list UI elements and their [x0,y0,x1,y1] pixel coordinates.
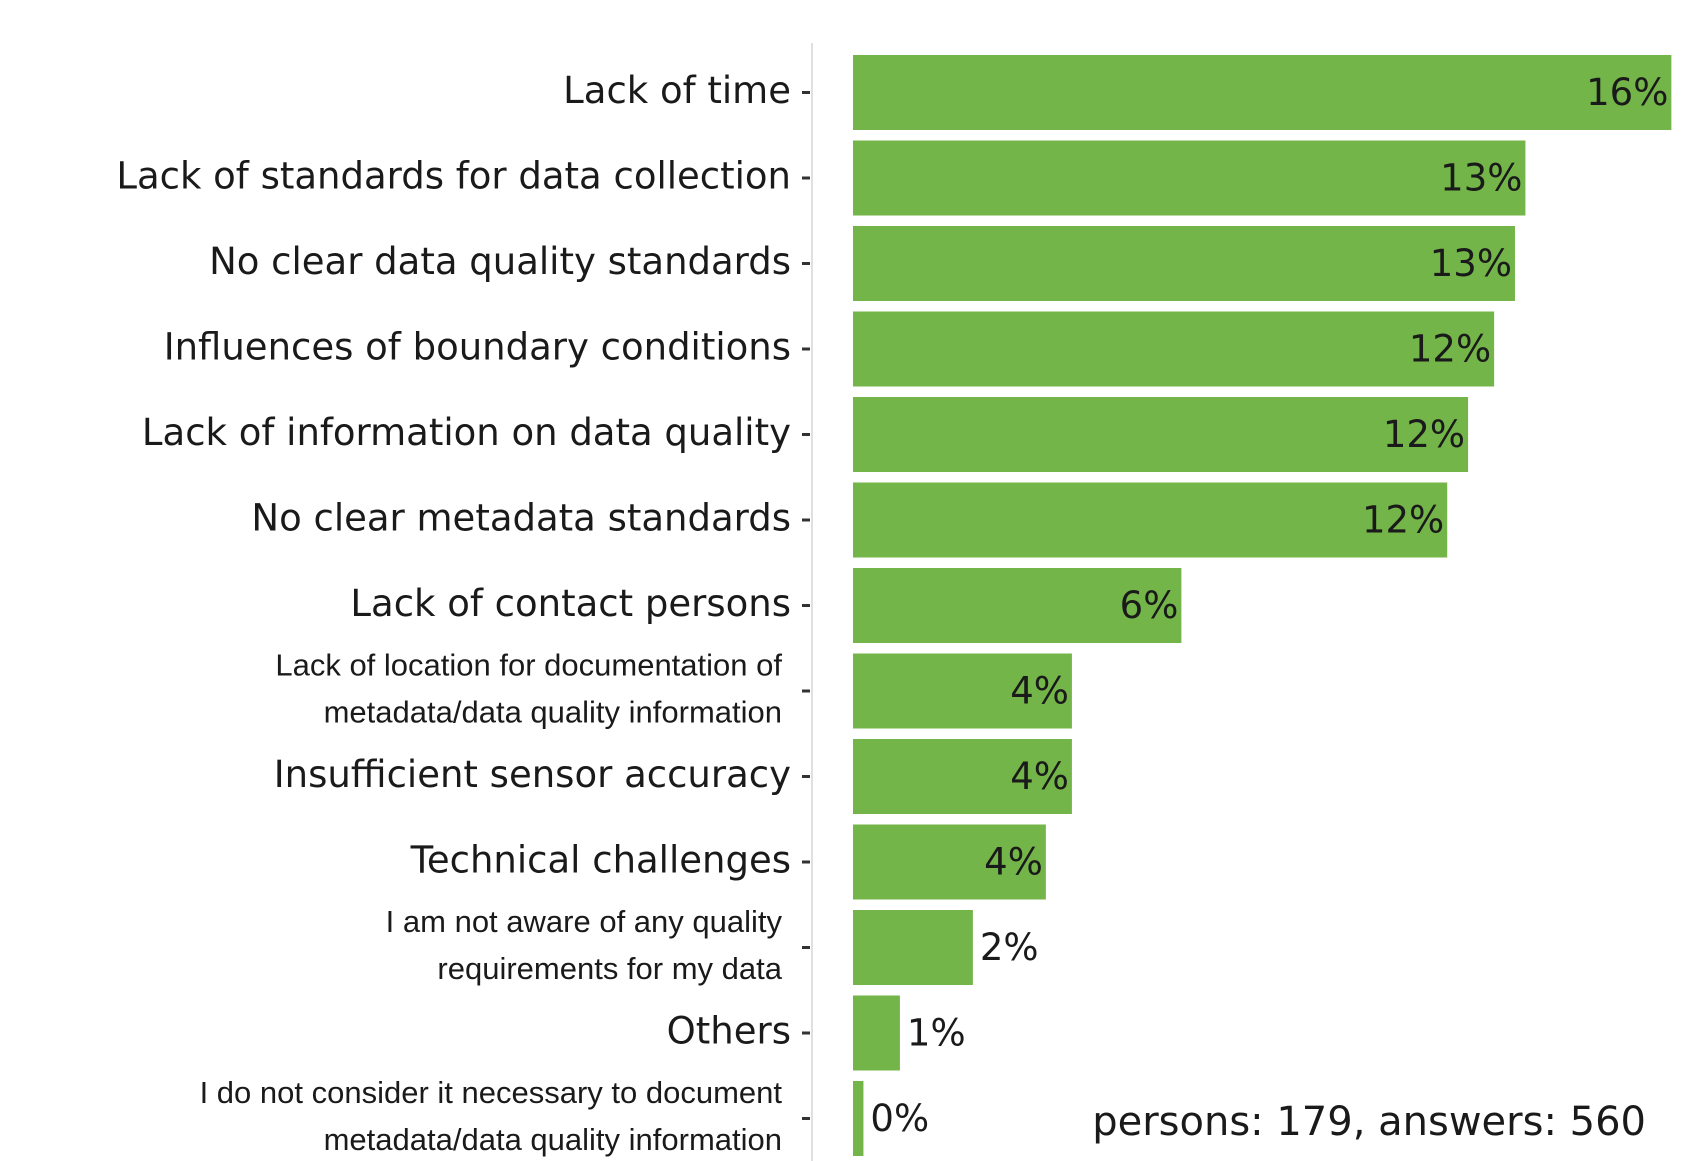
value-label: 12% [1383,413,1465,456]
bar [853,824,1046,900]
y-tick-label: Lack of information on data quality [142,411,791,454]
value-label: 4% [1010,670,1069,713]
value-label: 12% [1409,328,1491,371]
value-label: 12% [1362,499,1444,542]
y-tick-label: Lack of time [563,69,791,112]
bar [853,910,973,985]
bar [853,140,1526,216]
bar [853,55,1672,130]
bar [853,739,1072,814]
y-tick-label: Technical challenges [410,839,791,882]
bar [853,568,1182,643]
y-tick-label: No clear metadata standards [251,497,791,540]
bar [853,397,1469,472]
y-tick-label: Lack of contact persons [350,582,791,625]
bar [853,226,1515,301]
y-tick-label: Insufficient sensor accuracy [274,753,791,796]
value-label: 6% [1120,584,1179,627]
value-label: 13% [1430,242,1512,285]
y-tick-label: Others [667,1010,791,1053]
bar [853,1081,864,1156]
bar [853,653,1072,729]
annotation: persons: 179, answers: 560 [1092,1099,1646,1145]
value-label: 0% [870,1097,929,1140]
value-label: 16% [1586,71,1668,114]
y-tick-label: I am not aware of any quality requirement… [386,904,783,986]
y-tick-label: No clear data quality standards [209,240,791,283]
y-tick-label: Lack of location for documentation of met… [275,648,782,730]
bar [853,311,1495,387]
value-label: 2% [980,926,1039,969]
y-tick-label: Influences of boundary conditions [164,326,791,369]
value-label: 13% [1440,157,1522,200]
value-label: 4% [984,841,1043,884]
bar [853,995,900,1071]
bar [853,482,1448,558]
y-tick-label: Lack of standards for data collection [116,155,791,198]
value-label: 1% [907,1012,966,1055]
y-tick-label: I do not consider it necessary to docume… [200,1075,783,1157]
value-label: 4% [1010,755,1069,798]
